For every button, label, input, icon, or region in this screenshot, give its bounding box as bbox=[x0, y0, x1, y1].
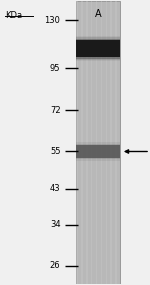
Bar bbox=[106, 1, 107, 284]
Bar bbox=[110, 1, 112, 284]
Bar bbox=[76, 39, 120, 59]
Text: 95: 95 bbox=[50, 64, 60, 73]
Bar bbox=[76, 37, 120, 60]
Bar bbox=[76, 1, 78, 284]
Bar bbox=[96, 1, 97, 284]
Bar bbox=[76, 144, 120, 158]
Bar bbox=[91, 1, 93, 284]
Text: 34: 34 bbox=[50, 220, 60, 229]
Bar bbox=[76, 1, 120, 284]
Bar bbox=[101, 1, 102, 284]
Bar bbox=[76, 36, 120, 61]
Text: A: A bbox=[95, 9, 102, 19]
Bar bbox=[86, 1, 88, 284]
Bar bbox=[76, 142, 120, 160]
Text: 26: 26 bbox=[50, 261, 60, 270]
Bar bbox=[81, 1, 83, 284]
Bar bbox=[76, 144, 120, 160]
Bar bbox=[115, 1, 117, 284]
Text: 72: 72 bbox=[50, 106, 60, 115]
Text: KDa: KDa bbox=[5, 11, 22, 20]
Text: 55: 55 bbox=[50, 147, 60, 156]
Text: 130: 130 bbox=[45, 16, 60, 25]
Bar bbox=[76, 40, 120, 57]
Text: 43: 43 bbox=[50, 184, 60, 194]
